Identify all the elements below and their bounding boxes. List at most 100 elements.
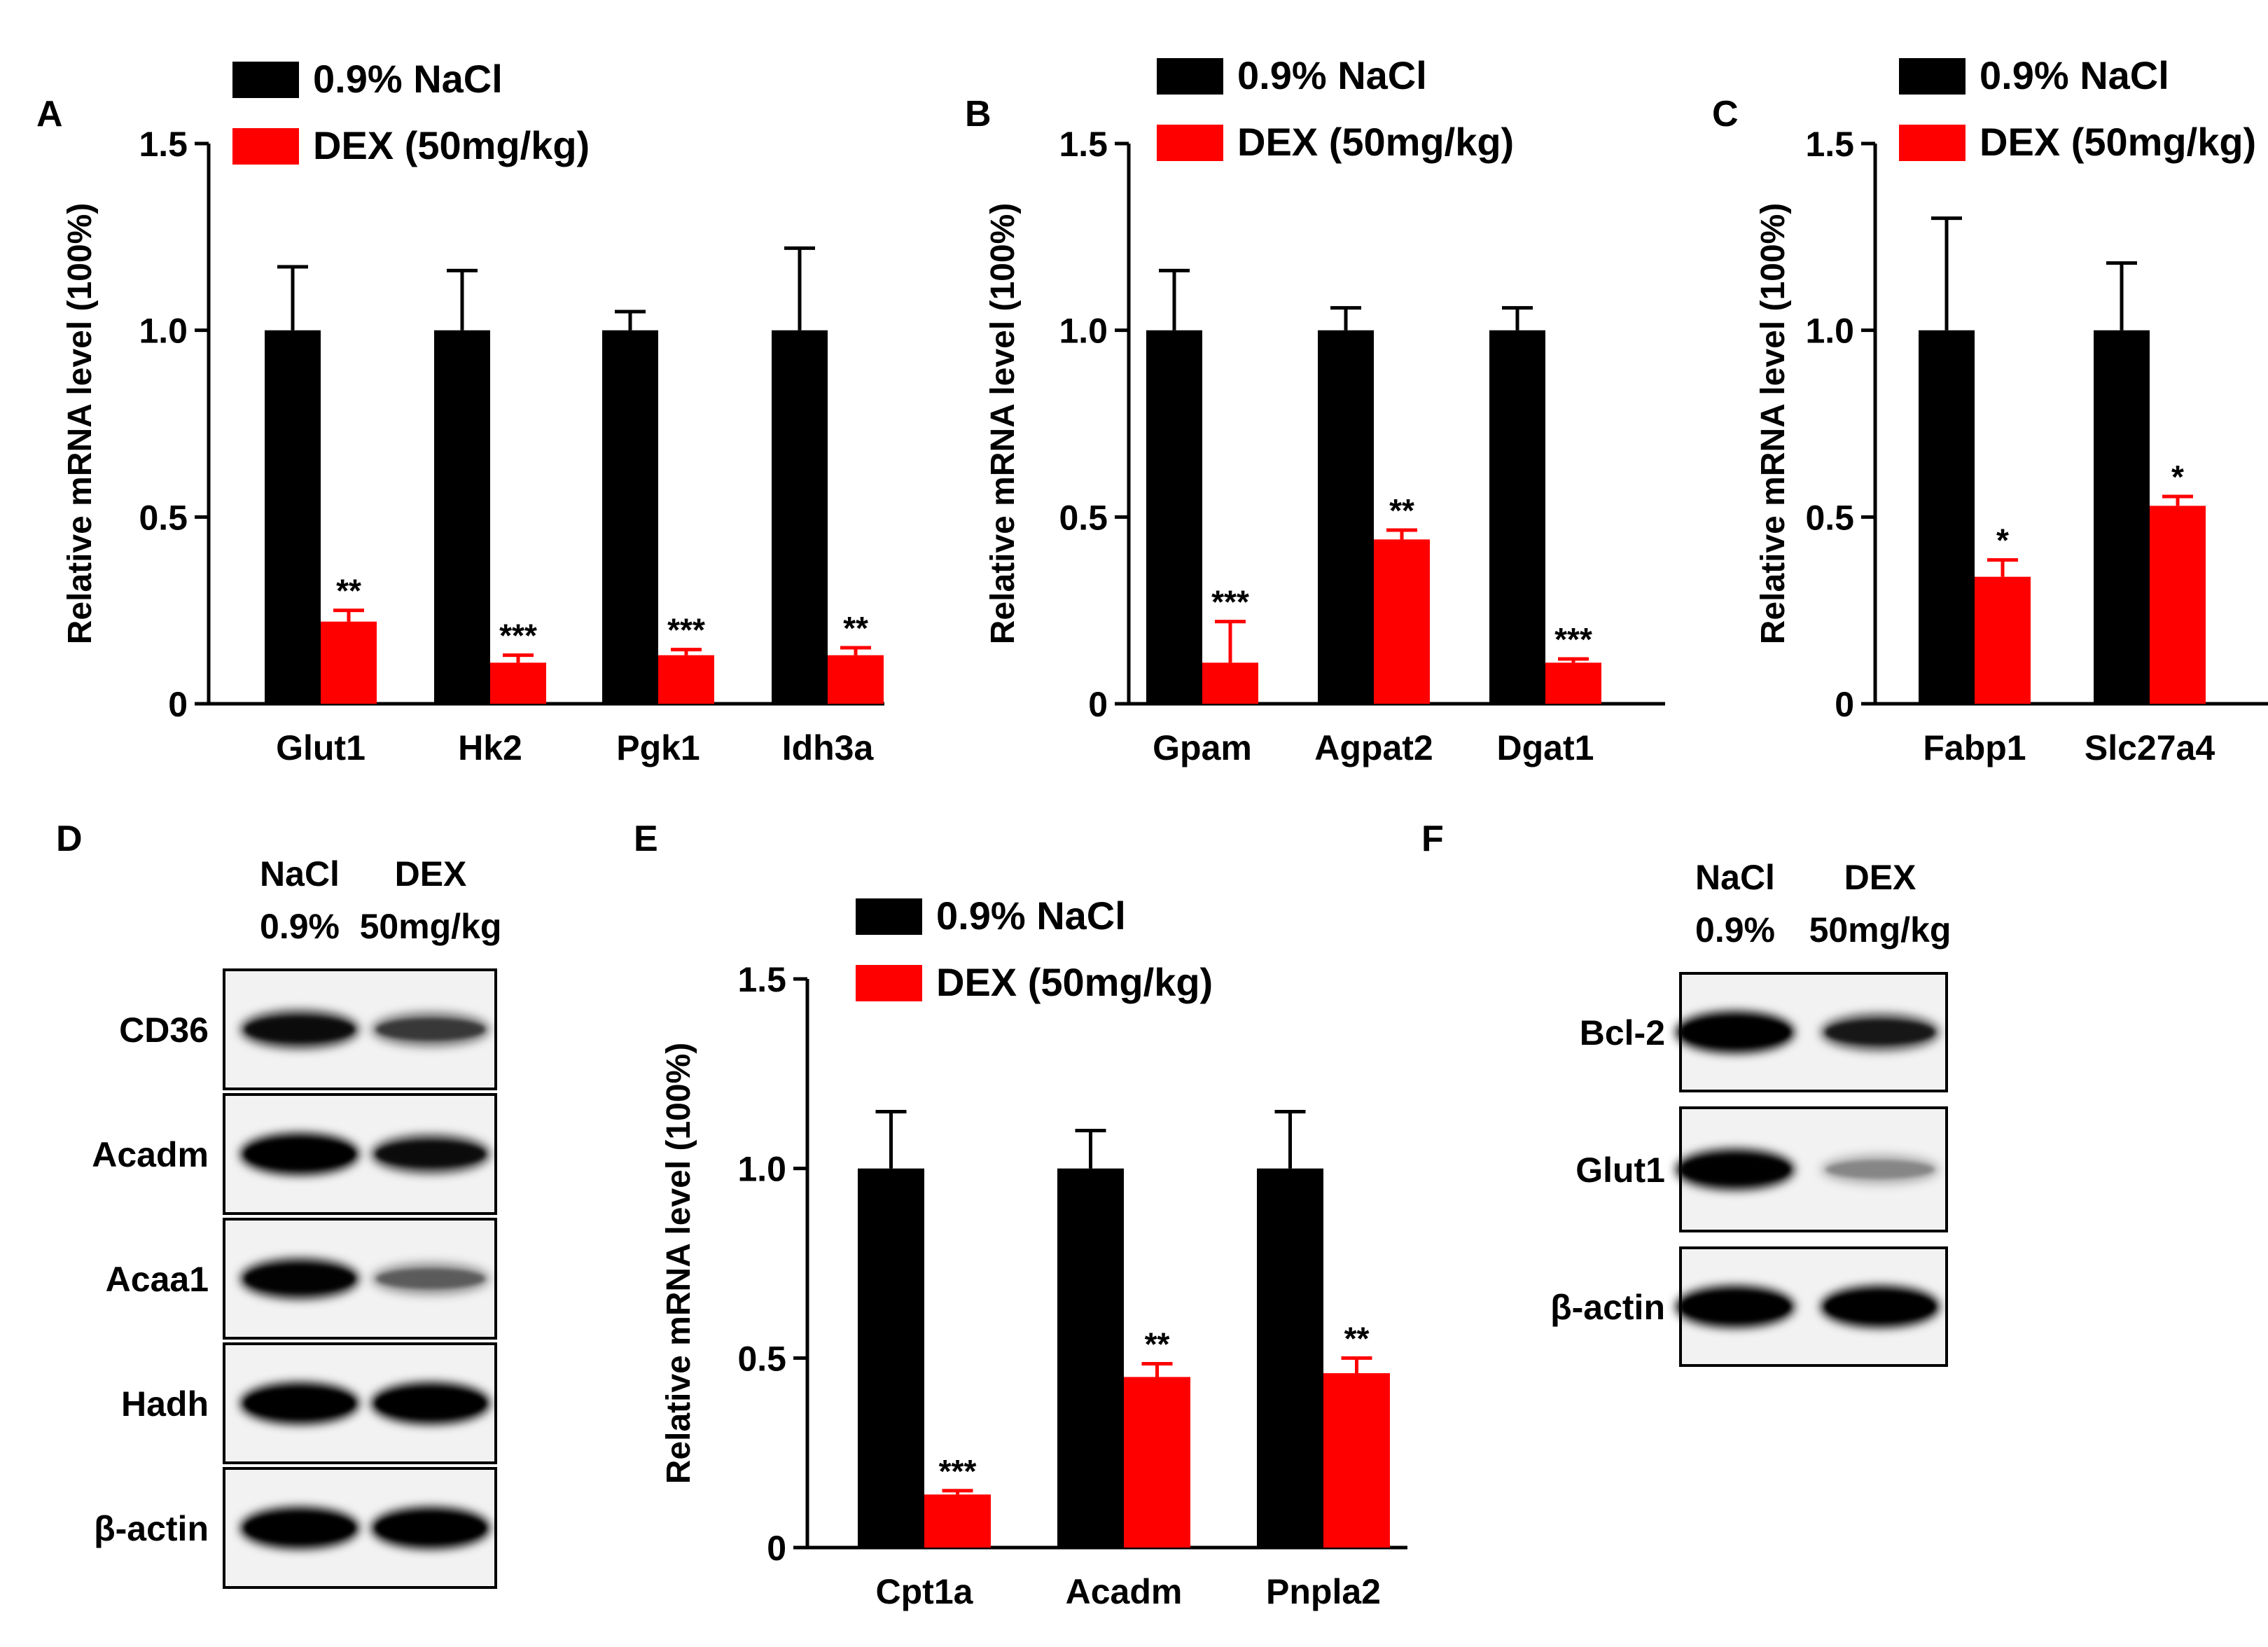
- y-tick-label: 0: [1835, 685, 1854, 724]
- bar-dex: [1124, 1377, 1190, 1548]
- x-tick-label: Glut1: [276, 728, 366, 767]
- blot-row-label: β-actin: [94, 1509, 209, 1548]
- blot-panel-f: NaCl 0.9% DEX 50mg/kg Bcl-2 Glut1 β-actin: [1550, 858, 1952, 1367]
- blot-band-core: [376, 1141, 485, 1167]
- bar-nacl: [1489, 330, 1545, 704]
- blot-row-label: Hadh: [121, 1384, 209, 1424]
- legend-swatch: [856, 898, 922, 935]
- chart-b: 0 0.5 1.0 1.5 Relative mRNA level (100%) *** G…: [985, 53, 1665, 767]
- legend-label: 0.9% NaCl: [1980, 53, 2169, 97]
- y-tick-label: 1.5: [1805, 125, 1854, 164]
- chart-a: 0 0.5 1.0 1.5 Relative mRNA level (100%) ** Gl…: [62, 57, 884, 767]
- blot-band-core: [1681, 1155, 1790, 1183]
- significance-marker: **: [336, 573, 361, 609]
- bar-dex: [1202, 662, 1258, 704]
- blot-band-core: [1825, 1293, 1935, 1321]
- significance-marker: ***: [667, 612, 705, 648]
- legend-label: DEX (50mg/kg): [313, 123, 590, 167]
- blot-band-core: [376, 1514, 485, 1542]
- significance-marker: **: [1389, 492, 1414, 529]
- panel-label-c: C: [1712, 94, 1739, 134]
- blot-column-header: 0.9%: [1695, 910, 1775, 950]
- blot-column-header: DEX: [395, 854, 467, 894]
- blot-band-core: [245, 1514, 354, 1542]
- y-tick-label: 0.5: [1805, 498, 1854, 537]
- bar-charts: 0 0.5 1.0 1.5 Relative mRNA level (100%) ** Gl…: [62, 53, 2268, 1611]
- x-tick-label: Cpt1a: [876, 1572, 974, 1611]
- y-tick-label: 1.0: [1059, 312, 1108, 351]
- legend-label: 0.9% NaCl: [936, 894, 1126, 938]
- blot-column-header: NaCl: [1695, 858, 1775, 897]
- x-tick-label: Idh3a: [782, 728, 875, 767]
- y-axis-label: Relative mRNA level (100%): [62, 203, 99, 645]
- blot-band-core: [245, 1389, 354, 1417]
- x-tick-label: Dgat1: [1497, 728, 1594, 767]
- y-tick-label: 0: [1088, 685, 1108, 724]
- bar-nacl: [602, 330, 658, 704]
- legend-swatch: [232, 128, 299, 165]
- bar-nacl: [772, 330, 828, 704]
- bar-nacl: [2094, 330, 2150, 704]
- x-tick-label: Acadm: [1066, 1572, 1183, 1611]
- legend-swatch: [232, 62, 299, 98]
- x-tick-label: Gpam: [1153, 728, 1252, 767]
- bar-dex: [924, 1494, 991, 1548]
- blot-column-header: 50mg/kg: [360, 907, 502, 946]
- significance-marker: **: [1145, 1326, 1170, 1362]
- significance-marker: ***: [1211, 584, 1249, 620]
- y-tick-label: 1.0: [139, 312, 188, 351]
- bar-nacl: [1257, 1168, 1323, 1548]
- blot-band-core: [376, 1389, 485, 1417]
- blot-row-label: Acaa1: [106, 1260, 209, 1299]
- panel-label-f: F: [1421, 819, 1444, 859]
- legend-swatch: [1899, 58, 1966, 95]
- y-tick-label: 0: [168, 685, 188, 724]
- blot-row-label: Bcl-2: [1580, 1013, 1665, 1052]
- y-tick-label: 0.5: [139, 498, 188, 537]
- y-tick-label: 1.0: [737, 1150, 786, 1189]
- y-axis-label: Relative mRNA level (100%): [1755, 203, 1792, 645]
- blot-band-core: [245, 1140, 354, 1168]
- bar-dex: [1323, 1372, 1390, 1548]
- legend-label: DEX (50mg/kg): [1980, 120, 2256, 164]
- bar-dex: [490, 662, 546, 704]
- x-tick-label: Pgk1: [616, 728, 700, 767]
- panel-label-a: A: [36, 94, 63, 134]
- blot-band-core: [1825, 1160, 1935, 1179]
- y-tick-label: 1.0: [1805, 312, 1854, 351]
- bar-nacl: [434, 330, 490, 704]
- blot-column-header: NaCl: [260, 854, 340, 894]
- bar-dex: [321, 621, 377, 704]
- y-tick-label: 0.5: [1059, 498, 1108, 537]
- panel-label-b: B: [965, 94, 992, 134]
- blot-column-header: 0.9%: [260, 907, 340, 946]
- legend-swatch: [1899, 125, 1966, 161]
- x-tick-label: Slc27a4: [2085, 728, 2215, 767]
- y-tick-label: 1.5: [1059, 125, 1108, 164]
- blot-column-header: DEX: [1844, 858, 1916, 897]
- significance-marker: *: [1996, 522, 2009, 559]
- blot-row-label: β-actin: [1550, 1288, 1665, 1327]
- western-blots: NaCl 0.9% DEX 50mg/kg CD36 Acadm Acaa1 Hadh β-ac…: [92, 854, 1952, 1589]
- bar-nacl: [265, 330, 321, 704]
- bar-nacl: [1057, 1168, 1124, 1548]
- blot-band-core: [376, 1268, 485, 1289]
- blot-column-header: 50mg/kg: [1809, 910, 1952, 950]
- blot-panel-d: NaCl 0.9% DEX 50mg/kg CD36 Acadm Acaa1 Hadh β-ac…: [92, 854, 502, 1589]
- blot-row-label: Acadm: [92, 1135, 209, 1174]
- legend-label: DEX (50mg/kg): [1237, 120, 1514, 164]
- legend-label: 0.9% NaCl: [1237, 53, 1427, 97]
- y-tick-label: 0.5: [737, 1339, 786, 1378]
- panel-label-d: D: [56, 819, 83, 859]
- blot-band-core: [1825, 1020, 1935, 1045]
- blot-band-core: [245, 1017, 354, 1042]
- significance-marker: ***: [1554, 621, 1592, 658]
- y-tick-label: 0: [767, 1529, 786, 1568]
- y-tick-label: 1.5: [139, 125, 188, 164]
- chart-c: 0 0.5 1.0 1.5 Relative mRNA level (100%) * Fab…: [1755, 53, 2268, 767]
- significance-marker: **: [1344, 1320, 1370, 1356]
- blot-band-core: [376, 1018, 485, 1041]
- significance-marker: ***: [939, 1453, 977, 1489]
- legend-label: DEX (50mg/kg): [936, 960, 1213, 1004]
